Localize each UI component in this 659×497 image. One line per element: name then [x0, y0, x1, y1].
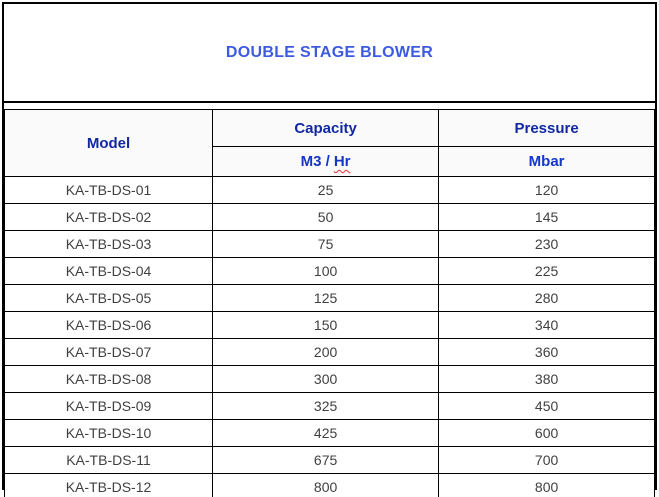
pressure-cell: 230: [438, 230, 655, 258]
header-row-main: Model Capacity Pressure: [4, 109, 655, 177]
pressure-cell: 280: [438, 284, 655, 312]
header-row-units: M3 /Hr Mbar: [5, 146, 655, 177]
table-row: KA-TB-DS-03 75 230: [4, 230, 655, 258]
pressure-cell: 340: [438, 311, 655, 339]
pressure-cell: 145: [438, 203, 655, 231]
model-cell: KA-TB-DS-07: [4, 338, 213, 366]
column-header-pressure: Pressure: [438, 109, 655, 147]
table-row: KA-TB-DS-06 150 340: [4, 311, 655, 339]
capacity-cell: 300: [211, 365, 440, 393]
table-row: KA-TB-DS-09 325 450: [4, 392, 655, 420]
capacity-cell: 200: [211, 338, 440, 366]
column-header-capacity: Capacity: [211, 109, 440, 147]
table-row: KA-TB-DS-08 300 380: [4, 365, 655, 393]
model-cell: KA-TB-DS-02: [4, 203, 213, 231]
capacity-cell: 75: [211, 230, 440, 258]
table-row: KA-TB-DS-02 50 145: [4, 203, 655, 231]
pressure-cell: 600: [438, 419, 655, 447]
capacity-cell: 100: [211, 257, 440, 285]
capacity-unit-word-misspelled: Hr: [333, 153, 351, 170]
capacity-cell: 325: [211, 392, 440, 420]
capacity-cell: 675: [211, 446, 440, 474]
pressure-cell: 700: [438, 446, 655, 474]
table-row: KA-TB-DS-12 800 800: [4, 473, 655, 497]
title-section: DOUBLE STAGE BLOWER: [4, 4, 655, 103]
model-cell: KA-TB-DS-11: [4, 446, 213, 474]
table-row: KA-TB-DS-04 100 225: [4, 257, 655, 285]
table-row: KA-TB-DS-11 675 700: [4, 446, 655, 474]
capacity-cell: 50: [211, 203, 440, 231]
model-cell: KA-TB-DS-12: [4, 473, 213, 497]
model-cell: KA-TB-DS-06: [4, 311, 213, 339]
model-cell: KA-TB-DS-04: [4, 257, 213, 285]
table-body: KA-TB-DS-01 25 120 KA-TB-DS-02 50 145 KA…: [4, 176, 655, 497]
pressure-unit-header: Mbar: [438, 146, 655, 177]
blower-spec-table: Model Capacity Pressure M3 /Hr Mbar KA-T…: [4, 109, 655, 497]
capacity-unit-prefix: M3 /: [300, 153, 330, 170]
model-cell: KA-TB-DS-05: [4, 284, 213, 312]
pressure-cell: 800: [438, 473, 655, 497]
pressure-cell: 120: [438, 176, 655, 204]
model-cell: KA-TB-DS-10: [4, 419, 213, 447]
model-cell: KA-TB-DS-09: [4, 392, 213, 420]
pressure-cell: 450: [438, 392, 655, 420]
pressure-cell: 225: [438, 257, 655, 285]
table-header: Model Capacity Pressure M3 /Hr Mbar: [4, 109, 655, 177]
table-row: KA-TB-DS-10 425 600: [4, 419, 655, 447]
table-row: KA-TB-DS-07 200 360: [4, 338, 655, 366]
pressure-cell: 380: [438, 365, 655, 393]
table-row: KA-TB-DS-01 25 120: [4, 176, 655, 204]
capacity-cell: 150: [211, 311, 440, 339]
model-cell: KA-TB-DS-01: [4, 176, 213, 204]
pressure-cell: 360: [438, 338, 655, 366]
title-table-gap: [4, 103, 655, 109]
capacity-cell: 125: [211, 284, 440, 312]
table-row: KA-TB-DS-05 125 280: [4, 284, 655, 312]
model-cell: KA-TB-DS-08: [4, 365, 213, 393]
page-title: DOUBLE STAGE BLOWER: [225, 43, 434, 61]
capacity-cell: 425: [211, 419, 440, 447]
model-cell: KA-TB-DS-03: [4, 230, 213, 258]
capacity-cell: 800: [211, 473, 440, 497]
column-header-model: Model: [4, 109, 213, 177]
capacity-unit-header: M3 /Hr: [211, 146, 440, 177]
capacity-cell: 25: [211, 176, 440, 204]
